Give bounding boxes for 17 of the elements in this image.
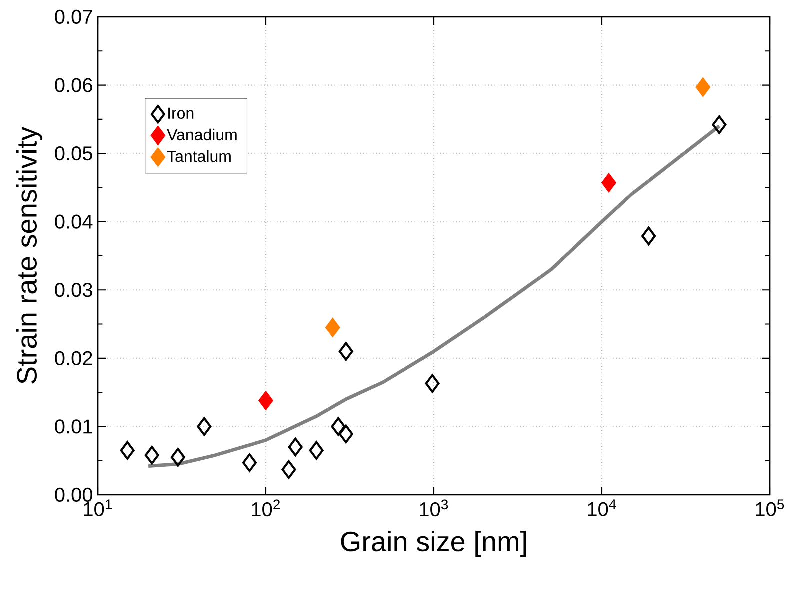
y-tick-label: 0.00 <box>55 488 93 502</box>
x-tick-label: 10$^{2}$ <box>252 500 280 517</box>
y-tick-label: 0.03 <box>55 283 92 298</box>
y-tick-label: 0.02 <box>55 351 92 366</box>
y-axis-title: Strain rate sensitivity <box>16 126 43 384</box>
legend-label: Iron <box>168 108 194 120</box>
x-axis-title: Grain size [nm] <box>341 531 526 558</box>
y-tick-label: 0.04 <box>55 214 93 229</box>
y-tick-label: 0.01 <box>55 420 92 434</box>
x-tick-label: 10$^{4}$ <box>588 500 616 516</box>
legend-label: Tantalum <box>167 150 231 162</box>
legend-label: Vanadium <box>167 128 237 141</box>
y-tick-label: 0.07 <box>55 10 92 24</box>
x-tick-label: 10$^{5}$ <box>756 500 784 516</box>
x-tick-label: 10$^{3}$ <box>420 500 448 517</box>
y-tick-label: 0.05 <box>55 146 92 161</box>
y-tick-label: 0.06 <box>55 78 92 92</box>
